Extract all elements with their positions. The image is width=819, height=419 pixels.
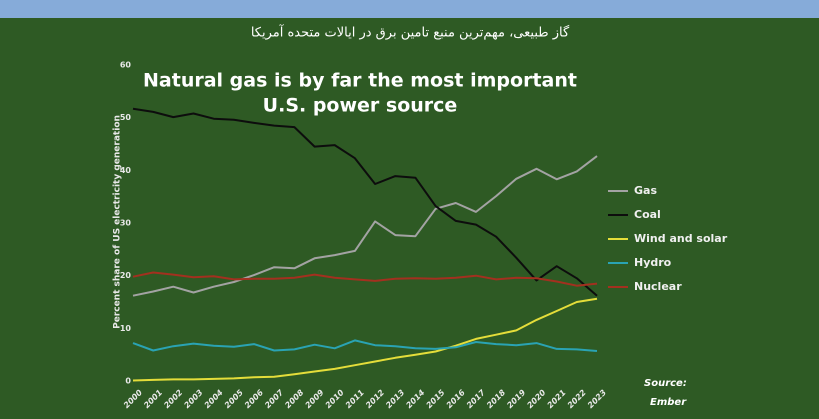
series-line [132,297,598,382]
x-tick-label: 2020 [525,388,547,410]
series-line [132,339,598,352]
x-tick-label: 2015 [425,388,447,410]
x-tick-label: 2014 [404,388,426,410]
x-tick-label: 2016 [445,388,467,410]
x-tick-label: 2022 [566,388,588,410]
chart-title: U.S. power source [263,95,458,117]
y-tick-label: 10 [120,324,132,333]
chart-title: Natural gas is by far the most important [143,70,577,92]
caption: گاز طبیعی، مهم‌ترین منبع تامین برق در ای… [251,24,570,41]
x-tick-label: 2011 [344,388,366,410]
source: Ember [650,397,687,408]
legend-label: Hydro [634,256,672,269]
x-tick-label: 2013 [384,388,406,410]
x-tick-label: 2005 [223,388,245,410]
series-line [132,271,598,287]
x-tick-label: 2017 [465,388,487,410]
x-tick-label: 2018 [485,388,507,410]
x-tick-label: 2023 [586,388,608,410]
x-tick-label: 2007 [263,388,285,410]
x-tick-label: 2012 [364,388,386,410]
y-tick-label: 20 [120,271,132,280]
y-tick-label: 50 [120,113,132,122]
x-tick-label: 2002 [162,388,184,410]
y-axis-label: Percent share of US electricity generati… [113,115,123,329]
x-tick-label: 2001 [142,388,164,410]
source: Source: [644,378,687,389]
x-tick-label: 2006 [243,388,265,410]
legend-label: Wind and solar [634,232,728,245]
y-tick-label: 0 [125,377,131,386]
x-tick-label: 2021 [546,388,568,410]
legend-label: Gas [634,184,657,197]
x-tick-label: 2008 [283,388,305,410]
x-tick-label: 2003 [182,388,204,410]
y-tick-label: 60 [120,61,132,70]
legend-label: Coal [634,208,661,221]
y-tick-label: 30 [120,219,132,228]
y-tick-label: 40 [120,166,132,175]
x-tick-label: 2010 [324,388,346,410]
top-bar [0,0,819,18]
x-tick-label: 2004 [203,388,225,410]
legend-label: Nuclear [634,280,682,293]
x-tick-label: 2000 [122,388,144,410]
series-line [132,107,598,297]
x-tick-label: 2009 [304,388,326,410]
x-tick-label: 2019 [505,388,527,410]
series-line [132,155,598,297]
